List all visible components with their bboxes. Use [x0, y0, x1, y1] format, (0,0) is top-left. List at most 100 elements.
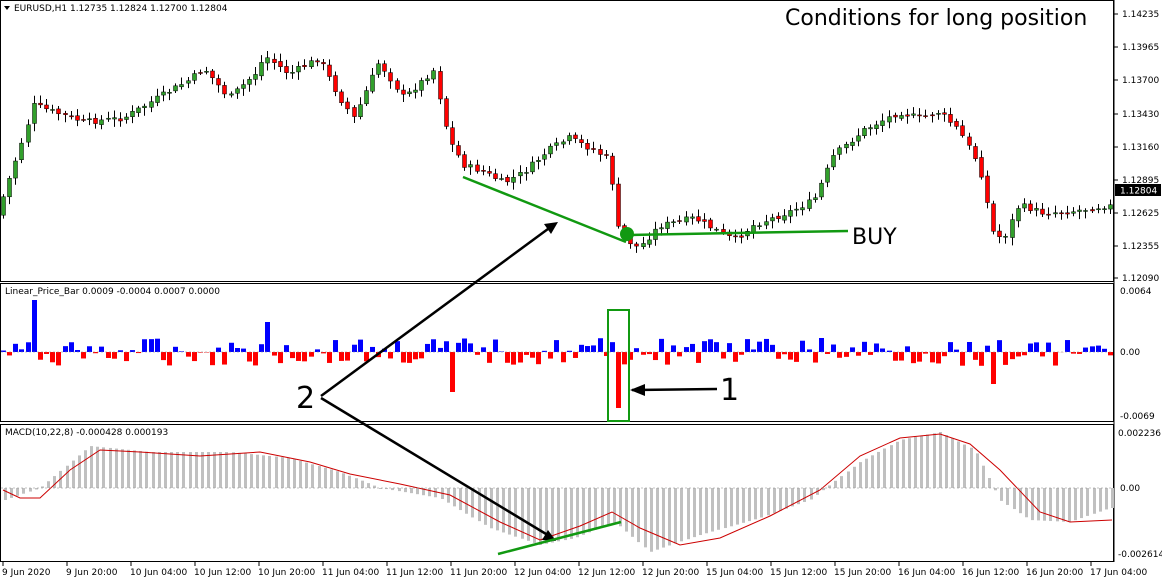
candle-body	[900, 115, 904, 118]
macd-hist-bar	[281, 457, 284, 488]
macd-hist-bar	[207, 452, 210, 488]
macd-hist-bar	[711, 488, 714, 532]
candle-body	[2, 197, 6, 215]
candle-body	[820, 183, 824, 197]
candle-body	[236, 89, 240, 93]
macd-hist-bar	[201, 452, 204, 488]
candle-body	[519, 172, 523, 175]
candle-body	[113, 118, 117, 119]
candle-body	[918, 115, 922, 116]
candle-body	[1078, 210, 1082, 211]
candle-body	[20, 143, 24, 160]
lpb-bar	[1053, 352, 1058, 366]
macd-hist-bar	[109, 448, 112, 488]
lpb-bar	[610, 342, 615, 352]
lpb-bar	[745, 339, 750, 352]
candle-body	[912, 114, 916, 115]
candle-body	[642, 243, 646, 246]
candle-body	[39, 103, 43, 105]
lpb-bar	[770, 345, 775, 352]
candle-body	[685, 217, 689, 222]
lpb-bar	[247, 352, 252, 362]
macd-hist-bar	[779, 488, 782, 511]
candle-body	[1060, 213, 1064, 214]
candle-body	[1047, 214, 1051, 215]
macd-hist-bar	[72, 461, 75, 488]
candle-body	[260, 62, 264, 75]
candle-body	[254, 74, 258, 79]
macd-hist-bar	[1037, 488, 1040, 520]
candle-body	[1066, 213, 1070, 214]
macd-hist-bar	[939, 432, 942, 488]
lpb-bar	[407, 352, 412, 363]
lpb-bar	[677, 352, 682, 356]
macd-hist-bar	[742, 488, 745, 523]
macd-hist-bar	[16, 488, 19, 496]
candle-body	[322, 62, 326, 63]
candle-body	[346, 102, 350, 109]
lpb-bar	[893, 352, 898, 361]
time-axis-label: 9 Jun 20:00	[66, 568, 118, 578]
time-axis-label: 9 Jun 2020	[2, 568, 51, 578]
time-axis-label: 11 Jun 04:00	[322, 568, 379, 578]
candle-body	[223, 85, 227, 94]
lpb-bar	[554, 340, 559, 352]
candle-body	[666, 222, 670, 228]
macd-hist-bar	[748, 488, 751, 521]
macd-hist-bar	[914, 437, 917, 488]
macd-hist-bar	[754, 488, 757, 519]
macd-hist-bar	[1099, 488, 1102, 512]
macd-hist-bar	[840, 476, 843, 488]
macd-hist-bar	[970, 448, 973, 488]
macd-hist-bar	[865, 459, 868, 488]
lpb-bar	[26, 342, 31, 352]
candle-body	[230, 94, 234, 95]
candle-body	[525, 172, 529, 173]
candle-body	[752, 225, 756, 232]
macd-hist-bar	[238, 453, 241, 488]
lpb-bar	[462, 338, 467, 352]
macd-hist-bar	[170, 452, 173, 488]
lpb-bar	[1083, 348, 1088, 352]
candle-body	[482, 170, 486, 171]
candle-body	[365, 91, 369, 104]
lpb-bar	[13, 344, 18, 352]
candle-body	[881, 121, 885, 126]
macd-hist-bar	[890, 445, 893, 488]
macd-hist-bar	[305, 463, 308, 488]
lpb-bar	[315, 349, 320, 352]
time-axis-label: 10 Jun 04:00	[130, 568, 187, 578]
lpb-bar	[272, 352, 277, 356]
lpb-scale-zero: 0.00	[1120, 348, 1140, 358]
macd-hist-bar	[1062, 488, 1065, 522]
lpb-bar	[653, 352, 658, 360]
candle-body	[765, 222, 769, 225]
lpb-bar	[142, 339, 147, 352]
macd-hist-bar	[828, 485, 831, 488]
candle-body	[808, 200, 812, 209]
candle-body	[285, 66, 289, 72]
macd-hist-bar	[601, 488, 604, 527]
candle-body	[51, 109, 55, 110]
lpb-bar	[708, 339, 713, 352]
candle-body	[857, 136, 861, 141]
macd-hist-bar	[705, 488, 708, 533]
lpb-bar	[634, 348, 639, 352]
candle-body	[722, 229, 726, 232]
lpb-bar	[880, 348, 885, 352]
lpb-bar	[38, 352, 43, 360]
macd-hist-bar	[324, 468, 327, 488]
candle-body	[150, 102, 154, 108]
lpb-bar	[505, 352, 510, 363]
candle-body	[248, 79, 252, 84]
macd-hist-bar	[465, 488, 468, 514]
lpb-bar	[647, 352, 652, 354]
macd-hist-bar	[527, 488, 530, 541]
macd-hist-bar	[244, 453, 247, 488]
candle-body	[383, 64, 387, 71]
lpb-bar	[278, 352, 283, 363]
price-scale-label: 1.12355	[1122, 242, 1159, 252]
candle-body	[795, 209, 799, 210]
lpb-bar	[844, 352, 849, 357]
